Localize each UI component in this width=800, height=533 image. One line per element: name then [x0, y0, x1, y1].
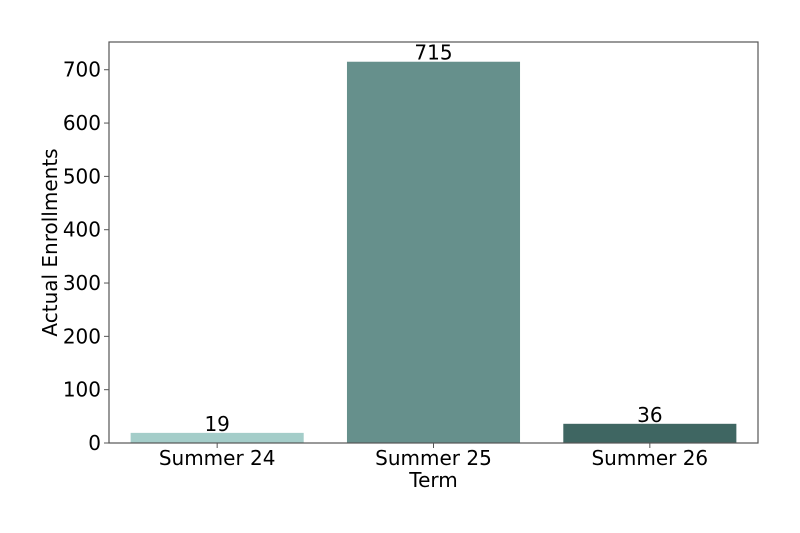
- y-tick-label: 100: [63, 378, 101, 402]
- y-tick-label: 400: [63, 218, 101, 242]
- bars-group: [130, 61, 737, 444]
- y-tick-label: 300: [63, 271, 101, 295]
- x-axis: Summer 24 Summer 25 Summer 26: [159, 443, 708, 470]
- y-tick-label: 0: [88, 431, 101, 455]
- bar-summer-25: [346, 61, 521, 444]
- y-tick-label: 700: [63, 58, 101, 82]
- y-tick-label: 200: [63, 324, 101, 348]
- data-label: 715: [414, 41, 452, 65]
- bar-summer-24: [130, 432, 304, 443]
- data-labels-group: 19 715 36: [204, 41, 662, 436]
- data-label: 36: [637, 403, 662, 427]
- y-tick-label: 500: [63, 164, 101, 188]
- x-tick-label: Summer 25: [375, 446, 492, 470]
- y-axis-label: Actual Enrollments: [38, 148, 62, 336]
- bar-summer-26: [563, 423, 737, 443]
- data-label: 19: [204, 412, 229, 436]
- x-axis-label: Term: [408, 468, 457, 492]
- x-tick-label: Summer 26: [591, 446, 708, 470]
- y-tick-label: 600: [63, 111, 101, 135]
- x-tick-label: Summer 24: [159, 446, 276, 470]
- y-axis: 0 100 200 300 400 500 600 700: [63, 58, 109, 455]
